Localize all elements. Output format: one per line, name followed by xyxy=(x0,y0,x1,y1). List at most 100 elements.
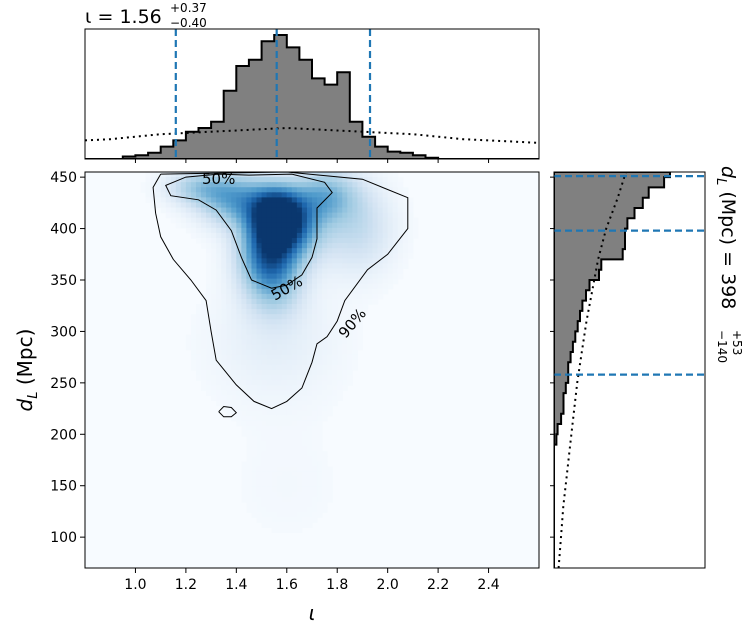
heatmap-cell xyxy=(271,263,278,270)
heatmap-cell xyxy=(362,298,369,305)
heatmap-cell xyxy=(281,263,288,270)
heatmap-cell xyxy=(301,238,308,244)
heatmap-cell xyxy=(367,197,374,204)
heatmap-cell xyxy=(266,466,273,473)
heatmap-cell xyxy=(352,324,358,330)
heatmap-cell xyxy=(296,202,303,209)
heatmap-cell xyxy=(206,217,212,224)
heatmap-cell xyxy=(261,491,268,498)
heatmap-cell xyxy=(276,288,283,295)
heatmap-cell xyxy=(271,522,278,528)
heatmap-cell xyxy=(301,486,308,493)
heatmap-cell xyxy=(387,227,394,234)
heatmap-cell xyxy=(382,222,389,229)
heatmap-cell xyxy=(286,451,293,457)
heatmap-cell xyxy=(190,339,197,346)
heatmap-cell xyxy=(261,522,268,528)
heatmap-cell xyxy=(276,354,283,361)
heatmap-cell xyxy=(251,385,258,391)
heatmap-cell xyxy=(357,263,364,270)
heatmap-cell xyxy=(241,415,248,422)
heatmap-cell xyxy=(296,324,303,330)
heatmap-cell xyxy=(312,502,318,508)
heatmap-cell xyxy=(251,375,258,381)
heatmap-cell xyxy=(211,232,217,239)
heatmap-cell xyxy=(281,243,288,249)
heatmap-cell xyxy=(216,288,222,295)
heatmap-cell xyxy=(201,227,207,234)
heatmap-cell xyxy=(402,197,409,204)
heatmap-cell xyxy=(312,446,318,452)
heatmap-cell xyxy=(296,243,303,249)
heatmap-cell xyxy=(291,177,298,183)
heatmap-cell xyxy=(251,202,258,209)
heatmap-cell xyxy=(236,405,242,412)
heatmap-cell xyxy=(226,380,232,386)
heatmap-cell xyxy=(402,263,409,270)
heatmap-cell xyxy=(407,253,414,259)
heatmap-cell xyxy=(211,329,217,336)
heatmap-cell xyxy=(251,248,258,254)
heatmap-cell xyxy=(266,273,273,280)
heatmap-cell xyxy=(296,385,303,391)
heatmap-cell xyxy=(246,227,253,234)
heatmap-cell xyxy=(246,232,253,239)
heatmap-cell xyxy=(211,298,217,305)
heatmap-cell xyxy=(296,481,303,488)
heatmap-cell xyxy=(382,197,389,204)
heatmap-cell xyxy=(201,238,207,244)
heatmap-cell xyxy=(357,227,364,234)
heatmap-cell xyxy=(357,293,364,300)
heatmap-cell xyxy=(190,329,197,336)
heatmap-cell xyxy=(271,517,278,523)
heatmap-cell xyxy=(342,293,348,300)
heatmap-cell xyxy=(221,283,227,290)
heatmap-cell xyxy=(271,359,278,366)
heatmap-cell xyxy=(301,441,308,447)
heatmap-cell xyxy=(291,298,298,305)
heatmap-cell xyxy=(236,334,242,341)
heatmap-cell xyxy=(392,192,399,198)
heatmap-cell xyxy=(357,339,364,346)
heatmap-cell xyxy=(332,172,338,178)
heatmap-cell xyxy=(266,522,273,528)
heatmap-cell xyxy=(327,466,333,473)
heatmap-cell xyxy=(266,415,273,422)
heatmap-cell xyxy=(301,471,308,478)
heatmap-cell xyxy=(407,232,414,239)
heatmap-cell xyxy=(382,192,389,198)
heatmap-cell xyxy=(332,278,338,285)
heatmap-cell xyxy=(261,415,268,422)
y-tick-label: 250 xyxy=(50,376,77,392)
heatmap-cell xyxy=(266,248,273,254)
heatmap-cell xyxy=(317,268,323,275)
heatmap-cell xyxy=(301,466,308,473)
heatmap-cell xyxy=(271,197,278,204)
heatmap-cell xyxy=(185,339,192,346)
heatmap-cell xyxy=(216,187,222,193)
heatmap-cell xyxy=(322,466,328,473)
heatmap-cell xyxy=(231,390,237,396)
heatmap-cell xyxy=(306,446,313,452)
heatmap-cell xyxy=(327,471,333,478)
heatmap-cell xyxy=(286,278,293,285)
heatmap-cell xyxy=(251,344,258,351)
heatmap-cell xyxy=(281,197,288,204)
heatmap-cell xyxy=(281,329,288,336)
heatmap-cell xyxy=(175,172,182,178)
heatmap-cell xyxy=(367,217,374,224)
heatmap-cell xyxy=(322,359,328,366)
heatmap-cell xyxy=(261,227,268,234)
heatmap-cell xyxy=(286,217,293,224)
heatmap-cell xyxy=(291,182,298,188)
heatmap-cell xyxy=(306,486,313,493)
heatmap-cell xyxy=(372,293,379,300)
heatmap-cell xyxy=(312,507,318,513)
heatmap-cell xyxy=(291,293,298,300)
heatmap-cell xyxy=(317,456,323,462)
heatmap-cell xyxy=(241,359,248,366)
heatmap-cell xyxy=(221,273,227,280)
heatmap-cell xyxy=(180,172,187,178)
heatmap-cell xyxy=(266,334,273,341)
heatmap-cell xyxy=(231,192,237,198)
